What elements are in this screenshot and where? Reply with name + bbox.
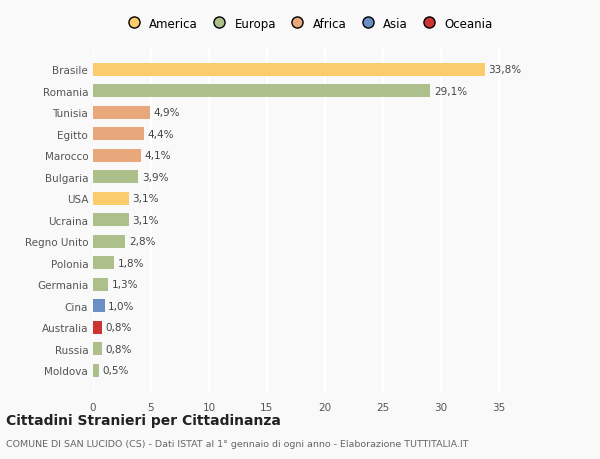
Text: 1,8%: 1,8% — [118, 258, 144, 268]
Text: 1,0%: 1,0% — [108, 301, 134, 311]
Legend: America, Europa, Africa, Asia, Oceania: America, Europa, Africa, Asia, Oceania — [118, 13, 497, 35]
Bar — [93, 235, 125, 248]
Bar — [93, 257, 114, 269]
Bar — [93, 192, 129, 205]
Text: 4,9%: 4,9% — [153, 108, 180, 118]
Bar — [93, 342, 102, 355]
Text: COMUNE DI SAN LUCIDO (CS) - Dati ISTAT al 1° gennaio di ogni anno - Elaborazione: COMUNE DI SAN LUCIDO (CS) - Dati ISTAT a… — [6, 439, 469, 448]
Bar — [93, 300, 104, 313]
Bar — [93, 364, 99, 377]
Bar — [93, 128, 144, 141]
Bar — [93, 106, 150, 120]
Text: 0,8%: 0,8% — [106, 323, 132, 332]
Text: Cittadini Stranieri per Cittadinanza: Cittadini Stranieri per Cittadinanza — [6, 414, 281, 428]
Bar — [93, 171, 138, 184]
Text: 4,4%: 4,4% — [148, 129, 174, 140]
Text: 0,8%: 0,8% — [106, 344, 132, 354]
Text: 3,1%: 3,1% — [133, 215, 159, 225]
Text: 0,5%: 0,5% — [102, 365, 128, 375]
Bar — [93, 321, 102, 334]
Bar — [93, 64, 485, 77]
Bar — [93, 278, 108, 291]
Text: 1,3%: 1,3% — [112, 280, 138, 290]
Text: 33,8%: 33,8% — [488, 65, 521, 75]
Bar — [93, 214, 129, 227]
Bar — [93, 85, 430, 98]
Bar — [93, 150, 140, 162]
Text: 3,9%: 3,9% — [142, 173, 168, 182]
Text: 3,1%: 3,1% — [133, 194, 159, 204]
Text: 2,8%: 2,8% — [129, 237, 155, 247]
Text: 4,1%: 4,1% — [144, 151, 170, 161]
Text: 29,1%: 29,1% — [434, 87, 467, 97]
